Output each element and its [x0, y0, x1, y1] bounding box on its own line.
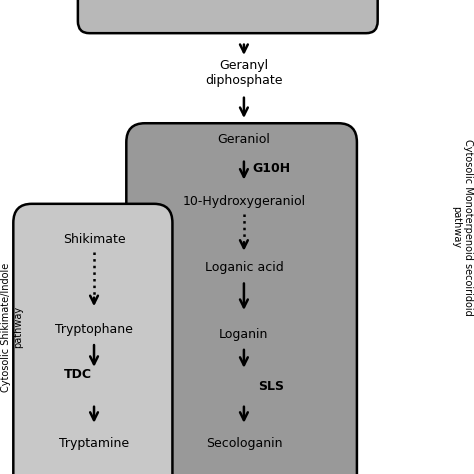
- Text: Cytosolic Monoterpenoid secoiridoid
pathway: Cytosolic Monoterpenoid secoiridoid path…: [451, 139, 473, 316]
- Text: G10H: G10H: [253, 162, 291, 175]
- Text: TDC: TDC: [64, 368, 92, 381]
- Text: Secologanin: Secologanin: [206, 437, 282, 450]
- FancyBboxPatch shape: [126, 123, 357, 474]
- Text: Tryptophane: Tryptophane: [55, 323, 133, 336]
- Text: Loganic acid: Loganic acid: [205, 261, 283, 274]
- FancyBboxPatch shape: [13, 204, 173, 474]
- FancyBboxPatch shape: [78, 0, 378, 33]
- Text: 10-Hydroxygeraniol: 10-Hydroxygeraniol: [182, 195, 305, 208]
- Text: Geranyl
diphosphate: Geranyl diphosphate: [205, 59, 283, 88]
- Text: Geraniol: Geraniol: [218, 133, 270, 146]
- Text: Loganin: Loganin: [219, 328, 269, 341]
- Text: Cytosolic Shikimate/Indole
pathway: Cytosolic Shikimate/Indole pathway: [1, 263, 23, 392]
- Text: SLS: SLS: [259, 380, 284, 393]
- Text: Tryptamine: Tryptamine: [59, 437, 129, 450]
- Text: Shikimate: Shikimate: [63, 233, 125, 246]
